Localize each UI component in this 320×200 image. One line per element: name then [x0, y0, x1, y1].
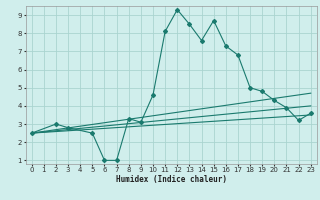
X-axis label: Humidex (Indice chaleur): Humidex (Indice chaleur): [116, 175, 227, 184]
